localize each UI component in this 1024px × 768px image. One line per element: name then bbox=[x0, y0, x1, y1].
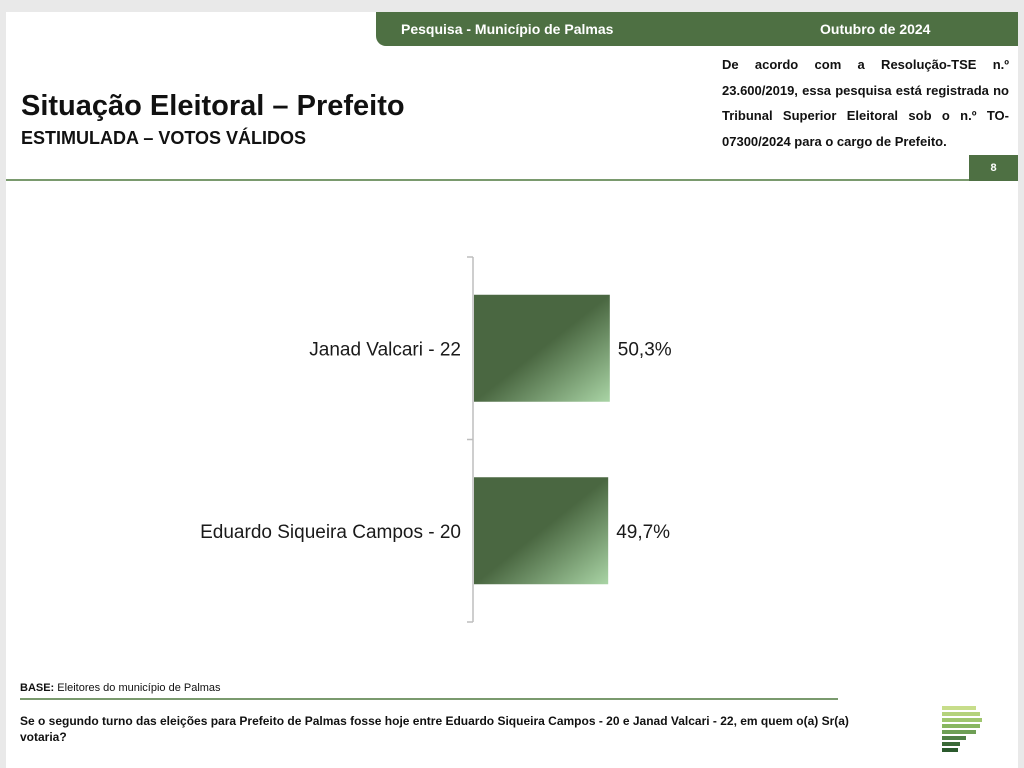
slide: Pesquisa - Município de Palmas Outubro d… bbox=[6, 12, 1018, 768]
header-divider bbox=[6, 179, 1018, 181]
base-note: BASE: Eleitores do município de Palmas bbox=[20, 682, 221, 694]
page-title: Situação Eleitoral – Prefeito bbox=[21, 90, 405, 122]
header-bar: Pesquisa - Município de Palmas Outubro d… bbox=[376, 12, 1018, 46]
category-label: Eduardo Siqueira Campos - 20 bbox=[200, 522, 461, 543]
logo-icon bbox=[942, 706, 982, 752]
base-label: BASE: bbox=[20, 682, 55, 694]
survey-label: Pesquisa - Município de Palmas bbox=[401, 21, 614, 37]
base-text: Eleitores do município de Palmas bbox=[57, 682, 221, 694]
category-label: Janad Valcari - 22 bbox=[309, 339, 461, 360]
bar bbox=[474, 477, 609, 585]
registration-note: De acordo com a Resolução-TSE n.º 23.600… bbox=[722, 57, 1009, 149]
page-subtitle: ESTIMULADA – VOTOS VÁLIDOS bbox=[21, 128, 307, 148]
bar-chart: Janad Valcari - 22 50,3% Eduardo Siqueira … bbox=[200, 256, 672, 623]
data-label: 50,3% bbox=[618, 339, 672, 360]
date-label: Outubro de 2024 bbox=[820, 21, 931, 37]
footer-divider bbox=[20, 698, 838, 700]
data-label: 49,7% bbox=[616, 522, 670, 543]
survey-question: Se o segundo turno das eleições para Pre… bbox=[20, 714, 849, 744]
bar bbox=[474, 294, 610, 402]
page-number: 8 bbox=[969, 155, 1018, 181]
